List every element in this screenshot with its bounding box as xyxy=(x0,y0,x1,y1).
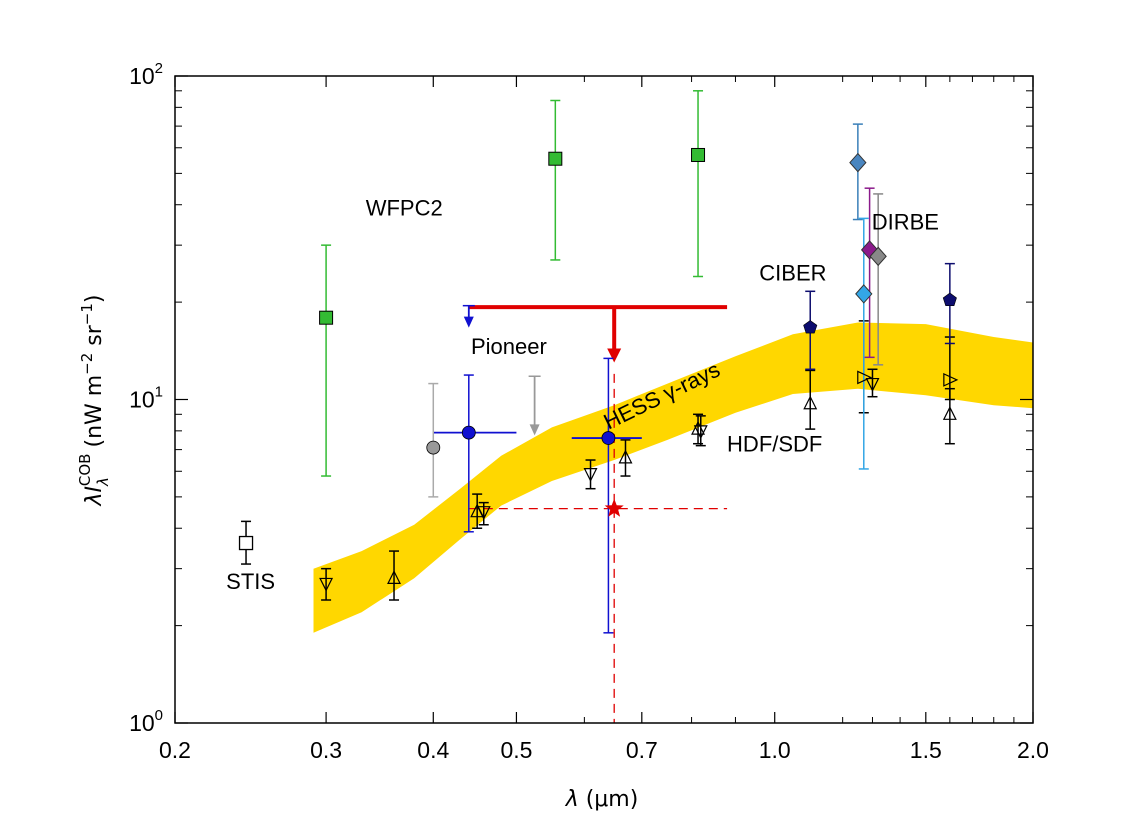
series-0-point-0-marker xyxy=(319,310,334,325)
x-tick-label-2: 0.4 xyxy=(417,737,449,763)
series-11-point-0-marker xyxy=(855,284,873,304)
annotation-label-0: WFPC2 xyxy=(366,196,443,221)
x-tick-label-1: 0.3 xyxy=(310,737,342,763)
annotation-label-3: CIBER xyxy=(759,261,826,286)
series-2-point-1-marker xyxy=(601,431,616,445)
x-tick-label-4: 0.7 xyxy=(626,737,658,763)
series-8-point-0-marker xyxy=(857,370,873,385)
axes-frame-layer xyxy=(174,75,1034,724)
series-7-point-0-marker xyxy=(319,577,334,592)
series-6-point-0-marker xyxy=(387,570,401,584)
series-9-point-0-marker xyxy=(803,320,818,334)
series-1-point-0-marker xyxy=(238,535,254,551)
y-tick-base-0: 10 xyxy=(129,710,155,736)
y-tick-exp-0: 0 xyxy=(155,707,163,724)
series-7-point-4-marker xyxy=(865,377,880,392)
series-6-point-3-marker xyxy=(691,420,706,435)
red-star-marker xyxy=(604,498,624,517)
y-tick-label-2: 102 xyxy=(129,60,163,89)
x-tick-label-7: 2.0 xyxy=(1017,737,1049,763)
annotation-label-5: HDF/SDF xyxy=(727,432,822,457)
x-tick-label-0: 0.2 xyxy=(159,737,191,763)
annotation-label-2: STIS xyxy=(226,569,275,594)
series-0-point-1-marker xyxy=(548,151,563,166)
plot-frame xyxy=(174,75,1034,724)
annotation-label-1: Pioneer xyxy=(471,334,547,359)
series-7-point-1-marker xyxy=(476,506,491,521)
y-tick-label-1: 101 xyxy=(129,384,163,413)
y-tick-base-1: 10 xyxy=(129,387,155,413)
annotation-label-4: DIRBE xyxy=(872,210,939,235)
x-tick-label-3: 0.5 xyxy=(500,737,532,763)
series-6-point-5-marker xyxy=(942,405,957,420)
y-axis-label: λIλCOB(nW m−2 sr−1) xyxy=(76,294,112,506)
x-tick-label-5: 1.0 xyxy=(759,737,791,763)
series-3-point-0-marker xyxy=(426,440,441,455)
hess-gamma-band xyxy=(313,322,1033,633)
series-10-point-0-marker xyxy=(849,152,867,173)
series-7-point-3-marker xyxy=(693,425,708,440)
series-4-point-0-limit-arrow xyxy=(529,424,540,436)
series-6-point-2-marker xyxy=(618,449,633,464)
x-tick-label-6: 1.5 xyxy=(910,737,942,763)
series-6-point-4-marker xyxy=(803,395,818,410)
red-limit-arrowhead xyxy=(607,348,622,363)
series-0-point-2-marker xyxy=(691,147,706,162)
x-axis-label: λ (μm) xyxy=(565,787,639,812)
markers-layer xyxy=(238,147,959,592)
series-7-point-2-marker xyxy=(583,468,598,482)
reference-lines-layer xyxy=(468,305,728,723)
series-13-point-0-marker xyxy=(869,246,887,267)
series-5-point-0-limit-arrow xyxy=(463,316,474,328)
y-tick-base-2: 10 xyxy=(129,63,155,89)
y-tick-label-0: 100 xyxy=(129,707,163,736)
series-8-point-1-marker xyxy=(943,372,959,387)
hess-band-layer xyxy=(313,322,1033,633)
y-tick-exp-1: 1 xyxy=(155,384,163,401)
y-tick-exp-2: 2 xyxy=(155,60,163,77)
series-9-point-1-marker xyxy=(942,292,957,307)
series-2-point-0-marker xyxy=(461,425,476,440)
